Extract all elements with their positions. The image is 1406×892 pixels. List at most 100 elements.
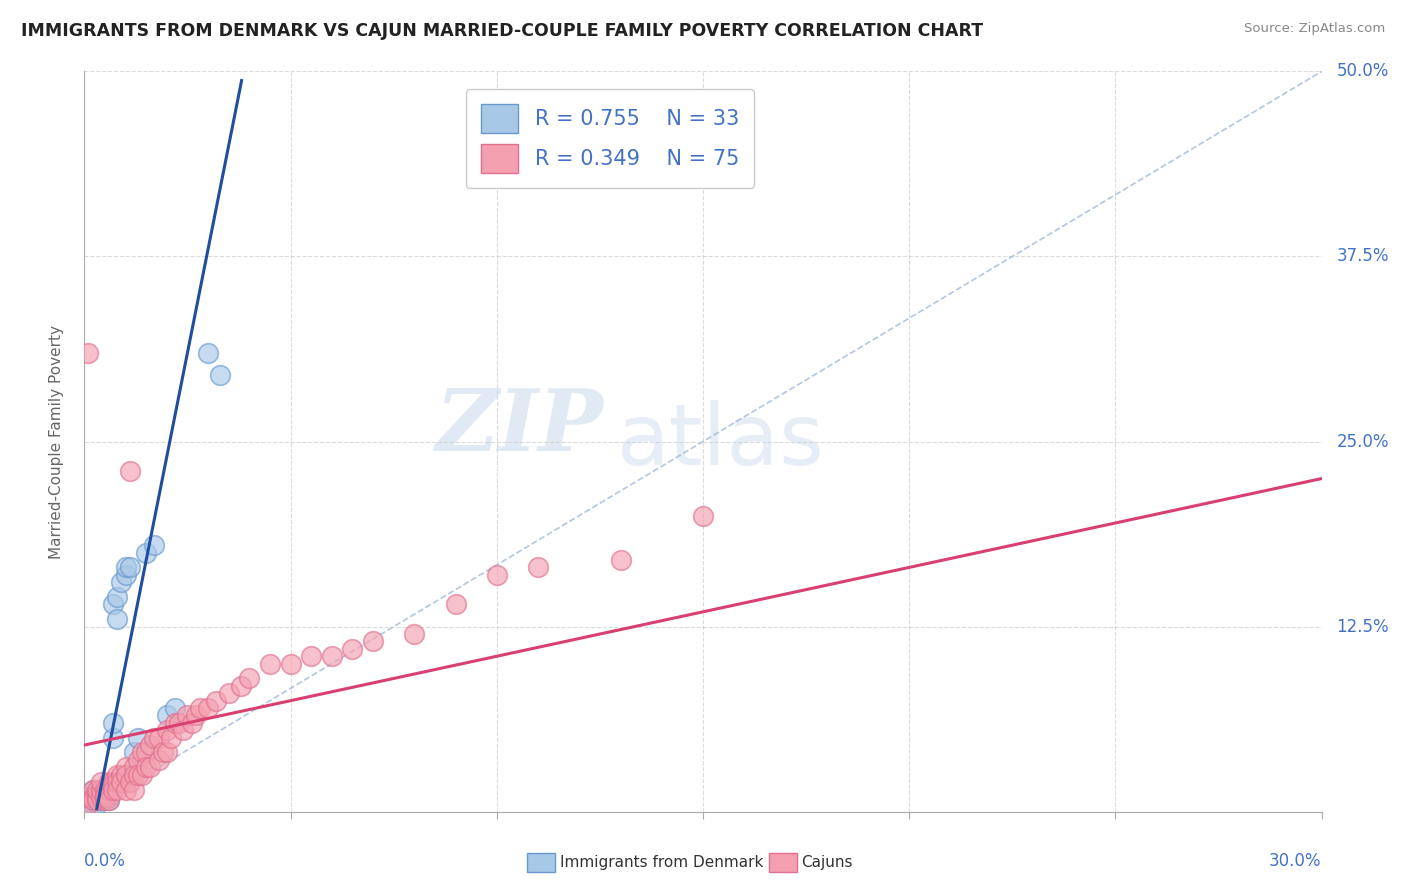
Point <box>103 775 125 789</box>
Point <box>485 567 508 582</box>
Point <box>118 560 141 574</box>
Point <box>118 775 141 789</box>
Point <box>229 679 252 693</box>
Point <box>609 553 631 567</box>
Point <box>444 598 467 612</box>
Text: 0.0%: 0.0% <box>84 853 127 871</box>
Point <box>114 560 136 574</box>
Text: 25.0%: 25.0% <box>1337 433 1389 450</box>
Point <box>160 731 183 745</box>
Point <box>103 778 125 792</box>
Text: 37.5%: 37.5% <box>1337 247 1389 266</box>
Point <box>188 701 211 715</box>
Text: Cajuns: Cajuns <box>801 855 853 870</box>
Point <box>98 793 121 807</box>
Point <box>135 760 157 774</box>
Point <box>114 760 136 774</box>
Point <box>86 787 108 801</box>
Point <box>82 782 104 797</box>
Point <box>77 789 100 804</box>
Point <box>131 746 153 760</box>
Point <box>90 789 112 804</box>
Point <box>82 782 104 797</box>
Point <box>692 508 714 523</box>
Point <box>299 649 322 664</box>
Point <box>103 782 125 797</box>
Point <box>98 793 121 807</box>
Point <box>135 546 157 560</box>
Point <box>238 672 260 686</box>
Point <box>110 767 132 781</box>
Point <box>94 782 117 797</box>
Point <box>527 560 550 574</box>
Point <box>122 760 145 774</box>
Point <box>82 793 104 807</box>
Point <box>280 657 302 671</box>
Legend: R = 0.755    N = 33, R = 0.349    N = 75: R = 0.755 N = 33, R = 0.349 N = 75 <box>465 89 754 187</box>
Point <box>139 738 162 752</box>
Point <box>98 782 121 797</box>
Point <box>118 464 141 478</box>
Point <box>105 775 128 789</box>
Point <box>176 708 198 723</box>
Text: 30.0%: 30.0% <box>1270 853 1322 871</box>
Point <box>361 634 384 648</box>
Point <box>122 746 145 760</box>
Text: Immigrants from Denmark: Immigrants from Denmark <box>560 855 763 870</box>
Point <box>94 782 117 797</box>
Point <box>77 797 100 812</box>
Point <box>167 715 190 730</box>
Point <box>218 686 240 700</box>
Point <box>82 789 104 804</box>
Point <box>90 775 112 789</box>
Point <box>205 694 228 708</box>
Point <box>90 793 112 807</box>
Point <box>131 767 153 781</box>
Point <box>156 746 179 760</box>
Point <box>342 641 364 656</box>
Point <box>197 701 219 715</box>
Point <box>143 731 166 745</box>
Point <box>90 782 112 797</box>
Point <box>94 789 117 804</box>
Point <box>86 782 108 797</box>
Point <box>86 789 108 804</box>
Point <box>77 345 100 359</box>
Point <box>184 708 207 723</box>
Point <box>209 368 232 382</box>
Point <box>165 715 187 730</box>
Point <box>110 575 132 590</box>
Text: ZIP: ZIP <box>436 385 605 468</box>
Point <box>148 753 170 767</box>
Point <box>90 787 112 801</box>
Point <box>148 731 170 745</box>
Point <box>105 767 128 781</box>
Point <box>156 723 179 738</box>
Point <box>114 782 136 797</box>
Text: IMMIGRANTS FROM DENMARK VS CAJUN MARRIED-COUPLE FAMILY POVERTY CORRELATION CHART: IMMIGRANTS FROM DENMARK VS CAJUN MARRIED… <box>21 22 983 40</box>
Point <box>86 797 108 812</box>
Point <box>197 345 219 359</box>
Text: 12.5%: 12.5% <box>1337 617 1389 636</box>
Point <box>404 627 426 641</box>
Point <box>114 767 136 781</box>
Point <box>135 746 157 760</box>
Point <box>127 753 149 767</box>
Point <box>172 723 194 738</box>
Point <box>82 797 104 812</box>
Point <box>94 793 117 807</box>
Point <box>156 708 179 723</box>
Point <box>94 787 117 801</box>
Point <box>82 789 104 804</box>
Point <box>103 598 125 612</box>
Point <box>98 782 121 797</box>
Text: atlas: atlas <box>616 400 824 483</box>
Point <box>105 612 128 626</box>
Point <box>77 797 100 812</box>
Point <box>86 793 108 807</box>
Point <box>94 789 117 804</box>
Text: 50.0%: 50.0% <box>1337 62 1389 80</box>
Point <box>105 782 128 797</box>
Point <box>98 775 121 789</box>
Point <box>103 715 125 730</box>
